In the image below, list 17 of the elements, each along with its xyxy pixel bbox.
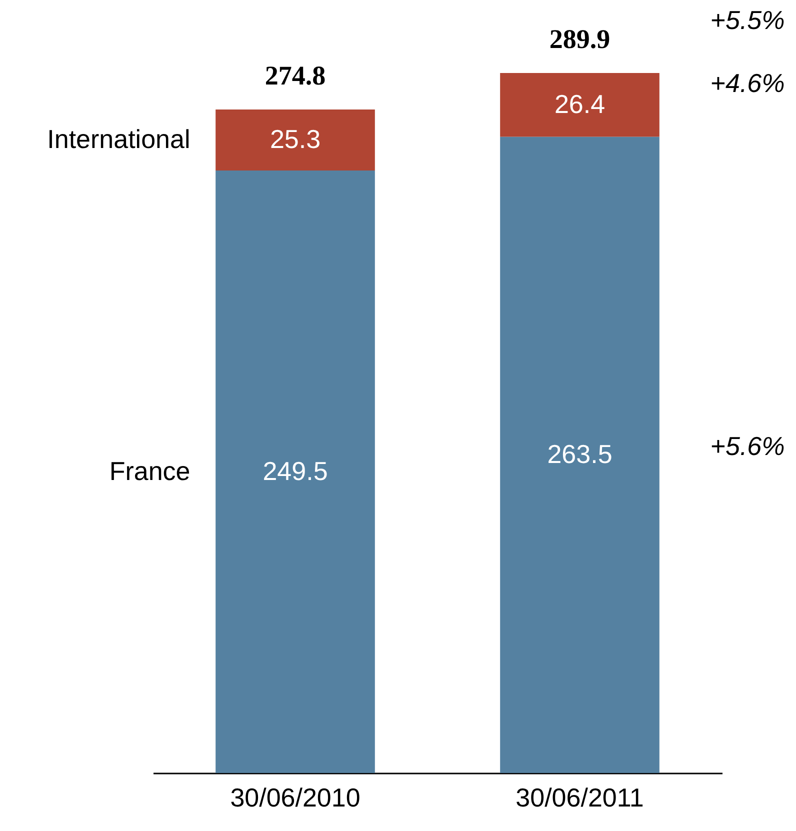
total-label: 289.9 (549, 24, 610, 54)
data-label: 26.4 (554, 88, 606, 119)
annotation: +4.6% (710, 68, 785, 98)
x-tick-label: 30/06/2011 (516, 782, 644, 812)
text: +5.5% (710, 5, 785, 35)
bar (500, 73, 660, 137)
bar (500, 136, 660, 773)
annotation: +5.6% (710, 430, 785, 461)
data-label: 25.3 (270, 124, 321, 154)
bar (216, 109, 375, 171)
x-tick-label: 30/06/2010 (230, 782, 360, 812)
data-label: 263.5 (547, 438, 612, 469)
bar (216, 170, 375, 773)
series-label: France (109, 456, 190, 486)
total-label: 274.8 (264, 60, 326, 90)
data-label: 249.5 (262, 456, 328, 486)
series-label: International (47, 124, 190, 154)
